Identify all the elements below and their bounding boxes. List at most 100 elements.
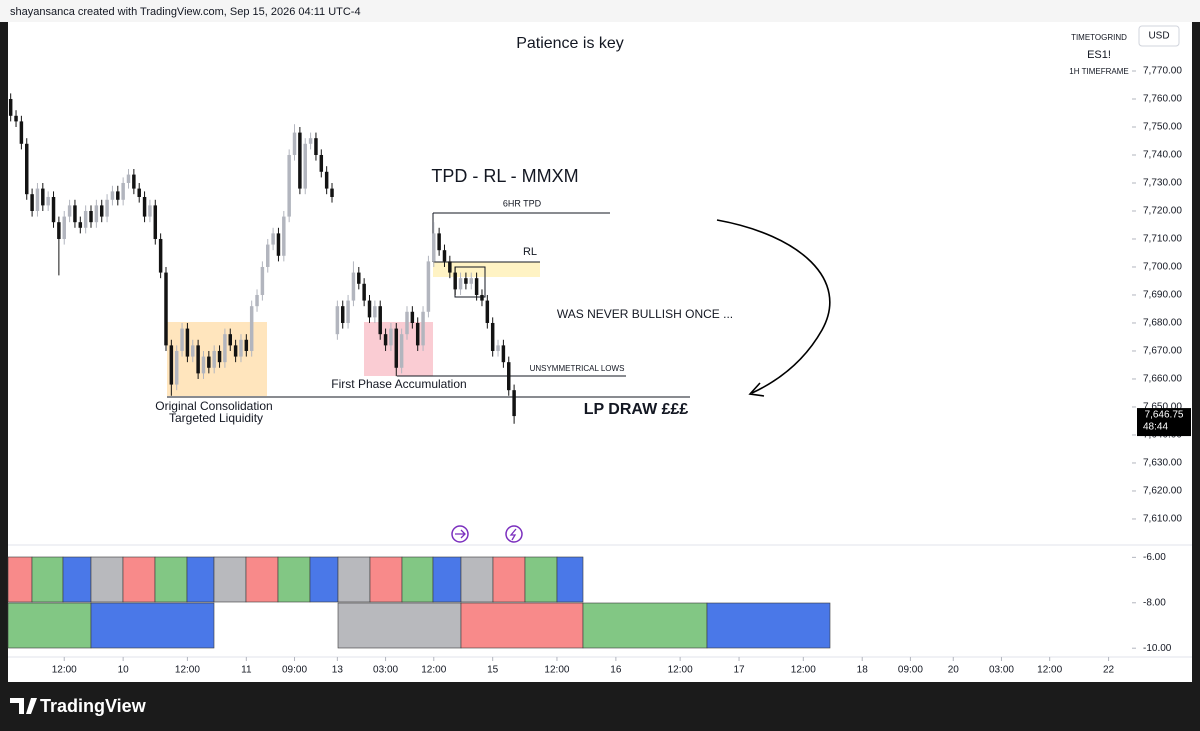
candle-body bbox=[426, 261, 431, 312]
candle-body bbox=[228, 334, 232, 346]
x-tick-label: 09:00 bbox=[898, 665, 923, 676]
indicator-tick-label: -6.00 bbox=[1143, 552, 1166, 563]
candle-body bbox=[8, 98, 13, 116]
candle-body bbox=[282, 216, 286, 256]
session-block bbox=[62, 556, 92, 603]
event-icon-glyph bbox=[455, 529, 466, 539]
candle-body bbox=[448, 261, 452, 273]
x-tick-label: 18 bbox=[857, 665, 869, 676]
candle-body bbox=[180, 328, 184, 351]
session-block bbox=[277, 556, 311, 603]
candle-body bbox=[442, 250, 447, 262]
candle-body bbox=[507, 362, 511, 391]
y-tick-label: 7,710.00 bbox=[1143, 234, 1182, 245]
candle-body bbox=[223, 334, 227, 363]
event-icon[interactable] bbox=[505, 525, 523, 543]
candle-body bbox=[410, 311, 415, 323]
candle-body bbox=[46, 196, 50, 206]
candle-body bbox=[121, 182, 125, 200]
chart-title: Patience is key bbox=[516, 35, 624, 52]
session-block bbox=[309, 556, 339, 603]
x-tick-label: 12:00 bbox=[52, 665, 77, 676]
candle-body bbox=[244, 339, 249, 351]
annotation: First Phase Accumulation bbox=[331, 377, 466, 391]
candle-body bbox=[490, 322, 495, 351]
x-tick-label: 03:00 bbox=[989, 665, 1014, 676]
candle-body bbox=[405, 311, 409, 335]
rl-box bbox=[433, 262, 540, 277]
y-tick-label: 7,680.00 bbox=[1143, 318, 1182, 329]
candle-body bbox=[319, 154, 324, 172]
session-block bbox=[582, 602, 708, 649]
candle-body bbox=[458, 278, 463, 290]
candle-body bbox=[51, 196, 56, 223]
session-block bbox=[524, 556, 558, 603]
candle-body bbox=[474, 278, 479, 295]
x-tick-label: 12:00 bbox=[421, 665, 446, 676]
candle-body bbox=[308, 138, 313, 144]
symbol-label: TIMETOGRIND bbox=[1071, 33, 1127, 42]
credit: shayansanca created with TradingView.com… bbox=[10, 6, 361, 18]
y-tick-label: 7,620.00 bbox=[1143, 486, 1182, 497]
candle-body bbox=[217, 350, 222, 363]
candle-body bbox=[148, 205, 152, 217]
candle-body bbox=[367, 300, 372, 318]
candle-body bbox=[437, 233, 441, 251]
session-block bbox=[492, 556, 526, 603]
brand: TradingView bbox=[40, 696, 147, 716]
candle-body bbox=[62, 216, 66, 239]
candle-body bbox=[239, 339, 243, 357]
x-tick-label: 12:00 bbox=[668, 665, 693, 676]
candle-body bbox=[292, 132, 297, 155]
candle-body bbox=[99, 205, 104, 217]
candle-body bbox=[351, 272, 356, 301]
candle-body bbox=[389, 328, 393, 346]
x-tick-label: 10 bbox=[118, 665, 130, 676]
last-price: 7,646.75 bbox=[1145, 410, 1184, 421]
y-tick-label: 7,760.00 bbox=[1143, 94, 1182, 105]
x-tick-label: 15 bbox=[487, 665, 499, 676]
candle-body bbox=[89, 210, 93, 223]
session-block bbox=[369, 556, 403, 603]
x-tick-label: 17 bbox=[733, 665, 745, 676]
candle-body bbox=[314, 138, 318, 155]
candle-body bbox=[14, 115, 18, 122]
x-tick-label: 20 bbox=[948, 665, 960, 676]
y-tick-label: 7,720.00 bbox=[1143, 206, 1182, 217]
candle-body bbox=[110, 191, 115, 200]
currency[interactable]: USD bbox=[1148, 31, 1169, 42]
last-price-box bbox=[1137, 408, 1191, 437]
candle-body bbox=[94, 205, 99, 223]
candle-body bbox=[335, 306, 340, 335]
x-tick-label: 13 bbox=[332, 665, 344, 676]
candle-body bbox=[30, 194, 34, 211]
y-tick-label: 7,610.00 bbox=[1143, 514, 1182, 525]
candle-body bbox=[324, 171, 329, 189]
session-block bbox=[7, 602, 92, 649]
candle-body bbox=[25, 143, 29, 195]
session-block bbox=[337, 556, 371, 603]
y-tick-label: 7,630.00 bbox=[1143, 458, 1182, 469]
candle-body bbox=[164, 272, 168, 346]
symbol: ES1! bbox=[1087, 49, 1111, 61]
timeframe: 1H TIMEFRAME bbox=[1069, 67, 1128, 76]
y-tick-label: 7,770.00 bbox=[1143, 66, 1182, 77]
candle-body bbox=[501, 345, 506, 363]
indicator-tick-label: -8.00 bbox=[1143, 597, 1166, 608]
candle-body bbox=[67, 205, 72, 217]
candle-body bbox=[132, 174, 136, 189]
x-tick-label: 11 bbox=[241, 665, 252, 676]
y-tick-label: 7,700.00 bbox=[1143, 262, 1182, 273]
annotation: Targeted Liquidity bbox=[169, 411, 263, 425]
session-block bbox=[122, 556, 156, 603]
candle-body bbox=[373, 306, 377, 318]
currency-button[interactable] bbox=[1138, 25, 1180, 47]
candle-body bbox=[383, 334, 388, 346]
y-tick-label: 7,690.00 bbox=[1143, 290, 1182, 301]
candle-body bbox=[174, 350, 179, 385]
candle-body bbox=[73, 205, 77, 223]
candle-body bbox=[480, 294, 484, 301]
annotation: 6HR TPD bbox=[503, 198, 542, 208]
